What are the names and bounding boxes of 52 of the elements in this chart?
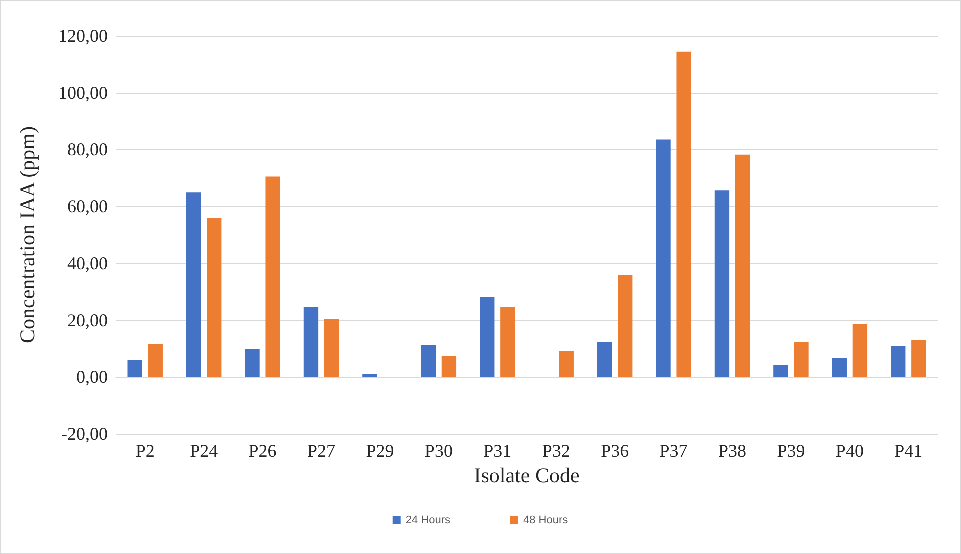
bar xyxy=(442,356,457,378)
bar xyxy=(832,358,847,378)
y-axis-title: Concentration IAA (ppm) xyxy=(16,126,40,344)
x-tick-label: P26 xyxy=(248,441,277,461)
y-tick-label: -20,00 xyxy=(62,424,108,444)
x-tick-label: P36 xyxy=(601,441,630,461)
x-tick-label: P30 xyxy=(424,441,453,461)
legend-label: 24 Hours xyxy=(406,514,451,526)
bar xyxy=(480,297,495,378)
bar xyxy=(245,349,260,378)
bar xyxy=(186,192,202,378)
x-tick-label: P39 xyxy=(777,441,806,461)
y-tick-label: 100,00 xyxy=(58,82,108,103)
bar xyxy=(128,360,142,378)
bar xyxy=(735,154,750,378)
bar xyxy=(891,346,906,378)
y-tick-label: 0,00 xyxy=(76,367,108,388)
x-tick-label: P38 xyxy=(718,441,747,461)
legend-label: 48 Hours xyxy=(524,514,569,526)
bar xyxy=(656,140,671,378)
x-tick-label: P40 xyxy=(836,441,864,461)
bar xyxy=(676,52,692,378)
bar xyxy=(148,344,163,378)
y-tick-label: 20,00 xyxy=(68,310,108,330)
bar xyxy=(618,275,633,378)
x-tick-label: P32 xyxy=(542,441,570,461)
y-tick-label: 80,00 xyxy=(68,140,108,160)
x-tick-label: P31 xyxy=(484,441,512,461)
y-tick-label: 120,00 xyxy=(58,26,108,46)
bar xyxy=(559,351,574,378)
x-tick-label: P41 xyxy=(894,441,923,461)
x-tick-label: P29 xyxy=(366,441,394,461)
bar xyxy=(421,345,436,378)
x-tick-label: P27 xyxy=(307,441,336,461)
bar xyxy=(852,324,868,378)
bar xyxy=(304,307,319,378)
x-tick-label: P2 xyxy=(136,441,155,461)
x-axis-title: Isolate Code xyxy=(474,463,580,488)
x-tick-label: P37 xyxy=(660,441,688,461)
bar xyxy=(794,342,809,378)
x-tick-label: P24 xyxy=(190,441,218,461)
bar xyxy=(774,365,788,378)
bar xyxy=(266,176,280,378)
bar xyxy=(500,307,516,378)
bar xyxy=(362,374,378,378)
bar xyxy=(597,342,612,378)
bar xyxy=(912,340,926,378)
bar xyxy=(714,190,730,378)
y-tick-label: 60,00 xyxy=(68,196,108,217)
y-tick-label: 40,00 xyxy=(68,253,108,274)
bar xyxy=(324,319,340,378)
bar xyxy=(207,218,222,378)
